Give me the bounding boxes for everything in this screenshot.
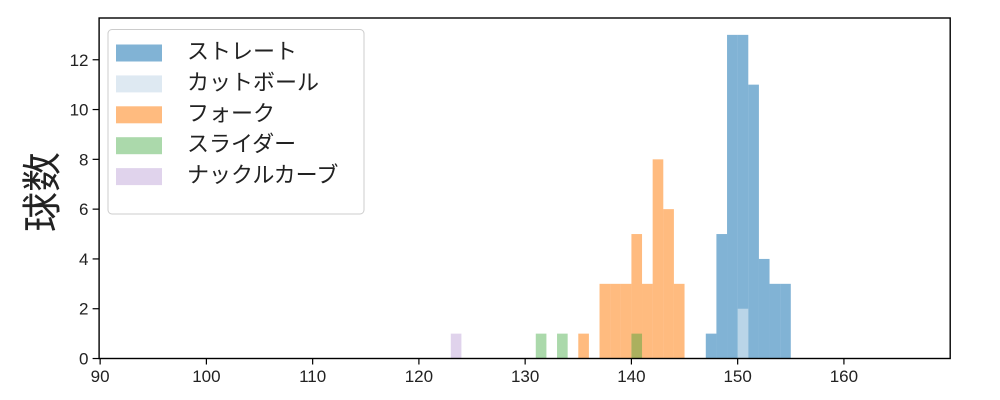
svg-text:ナックルカーブ: ナックルカーブ [187,163,338,188]
svg-text:110: 110 [299,367,326,386]
svg-text:球数: 球数 [21,152,65,232]
svg-text:10: 10 [70,101,89,120]
svg-text:120: 120 [405,367,433,386]
svg-text:140: 140 [617,367,645,386]
svg-text:100: 100 [192,367,220,386]
svg-text:8: 8 [79,150,88,169]
svg-text:スライダー: スライダー [187,132,296,157]
svg-text:ストレート: ストレート [187,39,297,64]
svg-text:150: 150 [723,367,751,386]
svg-text:フォーク: フォーク [187,101,275,126]
svg-text:4: 4 [79,250,88,269]
svg-text:12: 12 [70,51,89,70]
svg-text:2: 2 [79,300,88,319]
svg-text:90: 90 [91,367,110,386]
svg-text:160: 160 [830,367,858,386]
svg-text:0: 0 [79,350,88,369]
svg-text:130: 130 [511,367,539,386]
svg-text:カットボール: カットボール [187,70,319,95]
svg-text:6: 6 [79,200,88,219]
